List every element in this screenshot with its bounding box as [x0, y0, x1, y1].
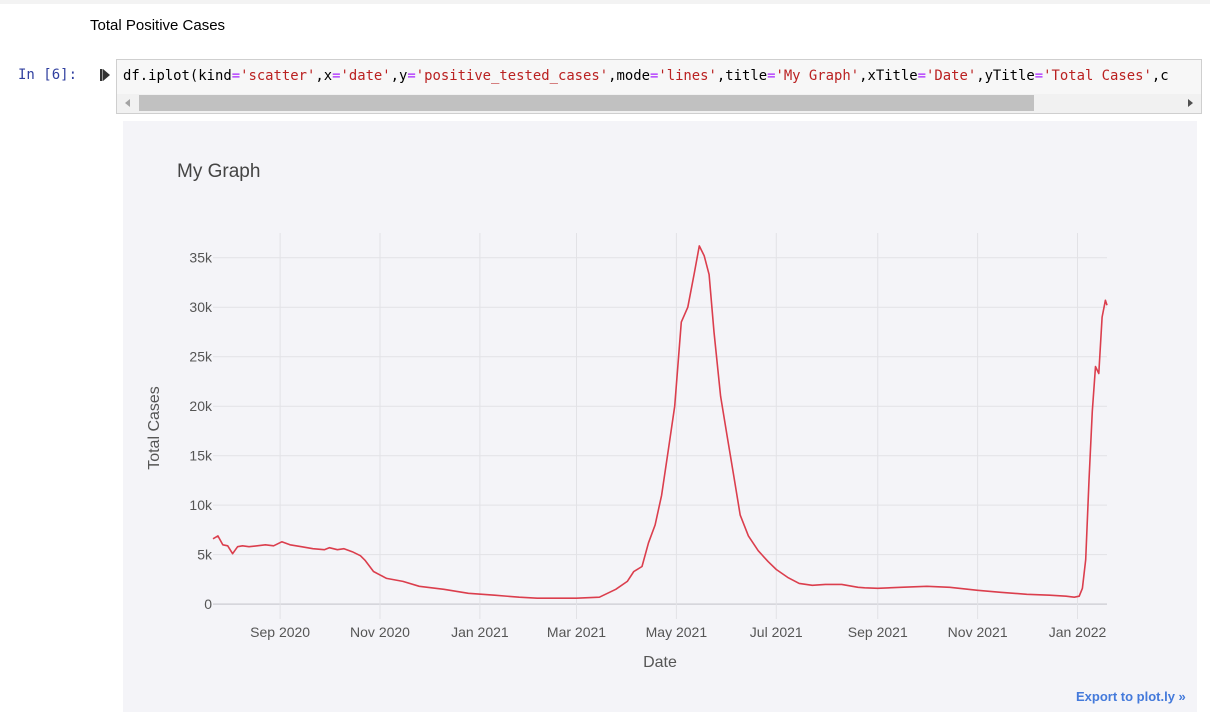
y-axis-ticks: 0 5k 10k 15k 20k 25k 30k 35k — [189, 250, 213, 612]
notebook-top-border — [0, 0, 1210, 4]
code-string-token: 'positive_tested_cases' — [415, 68, 609, 84]
code-string-token: 'My Graph' — [775, 68, 860, 84]
code-string-token: 'Date' — [926, 68, 977, 84]
code-token: ,xTitle — [859, 68, 918, 84]
code-token: ,c — [1151, 68, 1169, 84]
chart-title: My Graph — [177, 161, 260, 182]
code-operator-token: = — [332, 68, 341, 84]
code-string-token: 'Total Cases' — [1043, 68, 1152, 84]
x-tick-label: May 2021 — [646, 624, 708, 640]
code-string-token: 'scatter' — [240, 68, 316, 84]
code-token: ,yTitle — [976, 68, 1035, 84]
x-tick-label: Sep 2020 — [250, 624, 310, 640]
plot-output-area: My Graph 0 5k 10k 15k 20k 25k 30k 35k Sep 2020 N… — [123, 121, 1197, 712]
code-token: ,mode — [608, 68, 650, 84]
scroll-right-arrow-icon[interactable] — [1188, 99, 1193, 107]
code-operator-token: = — [649, 68, 659, 84]
y-tick-label: 25k — [189, 349, 213, 365]
code-string-token: 'lines' — [658, 68, 717, 84]
y-tick-label: 30k — [189, 299, 213, 315]
x-tick-label: Jan 2022 — [1049, 624, 1107, 640]
code-operator-token: = — [1034, 68, 1044, 84]
run-cell-icon[interactable] — [99, 68, 111, 82]
y-tick-label: 15k — [189, 448, 213, 464]
code-operator-token: = — [407, 68, 416, 84]
series-line — [212, 245, 1108, 600]
code-token: ,title — [716, 68, 768, 84]
scrollbar-thumb[interactable] — [139, 95, 1034, 111]
cell-prompt: In [6]: — [18, 67, 78, 83]
code-operator-token: = — [917, 68, 927, 84]
code-cell-editor[interactable]: df.iplot(kind='scatter',x='date',y='posi… — [116, 59, 1202, 114]
markdown-cell-text: Total Positive Cases — [90, 17, 226, 34]
x-axis-ticks: Sep 2020 Nov 2020 Jan 2021 Mar 2021 May 2021… — [250, 624, 1106, 640]
x-tick-label: Jan 2021 — [451, 624, 509, 640]
y-tick-label: 20k — [189, 398, 213, 414]
code-operator-token: = — [767, 68, 776, 84]
x-tick-label: Jul 2021 — [750, 624, 803, 640]
y-axis-label: Total Cases — [146, 386, 163, 470]
x-tick-label: Nov 2020 — [350, 624, 410, 640]
x-tick-label: Nov 2021 — [948, 624, 1008, 640]
code-string-token: 'date' — [340, 68, 391, 84]
code-line: df.iplot(kind='scatter',x='date',y='posi… — [123, 68, 1169, 84]
y-tick-label: 5k — [197, 547, 213, 563]
code-token: df.iplot(kind — [123, 68, 232, 84]
y-tick-label: 0 — [204, 596, 212, 612]
y-tick-label: 10k — [189, 497, 213, 513]
scroll-left-arrow-icon[interactable] — [125, 99, 130, 107]
code-horizontal-scrollbar[interactable] — [117, 94, 1201, 113]
x-axis-label: Date — [643, 654, 677, 671]
line-chart: My Graph 0 5k 10k 15k 20k 25k 30k 35k Sep 2020 N… — [146, 161, 1108, 671]
code-token: ,y — [390, 68, 408, 84]
export-to-plotly-link[interactable]: Export to plot.ly » — [1076, 689, 1186, 704]
grid-layer — [213, 233, 1107, 619]
x-tick-label: Mar 2021 — [547, 624, 606, 640]
x-tick-label: Sep 2021 — [848, 624, 908, 640]
code-operator-token: = — [231, 68, 241, 84]
series-layer — [212, 245, 1108, 600]
y-tick-label: 35k — [189, 250, 213, 266]
code-token: ,x — [315, 68, 333, 84]
